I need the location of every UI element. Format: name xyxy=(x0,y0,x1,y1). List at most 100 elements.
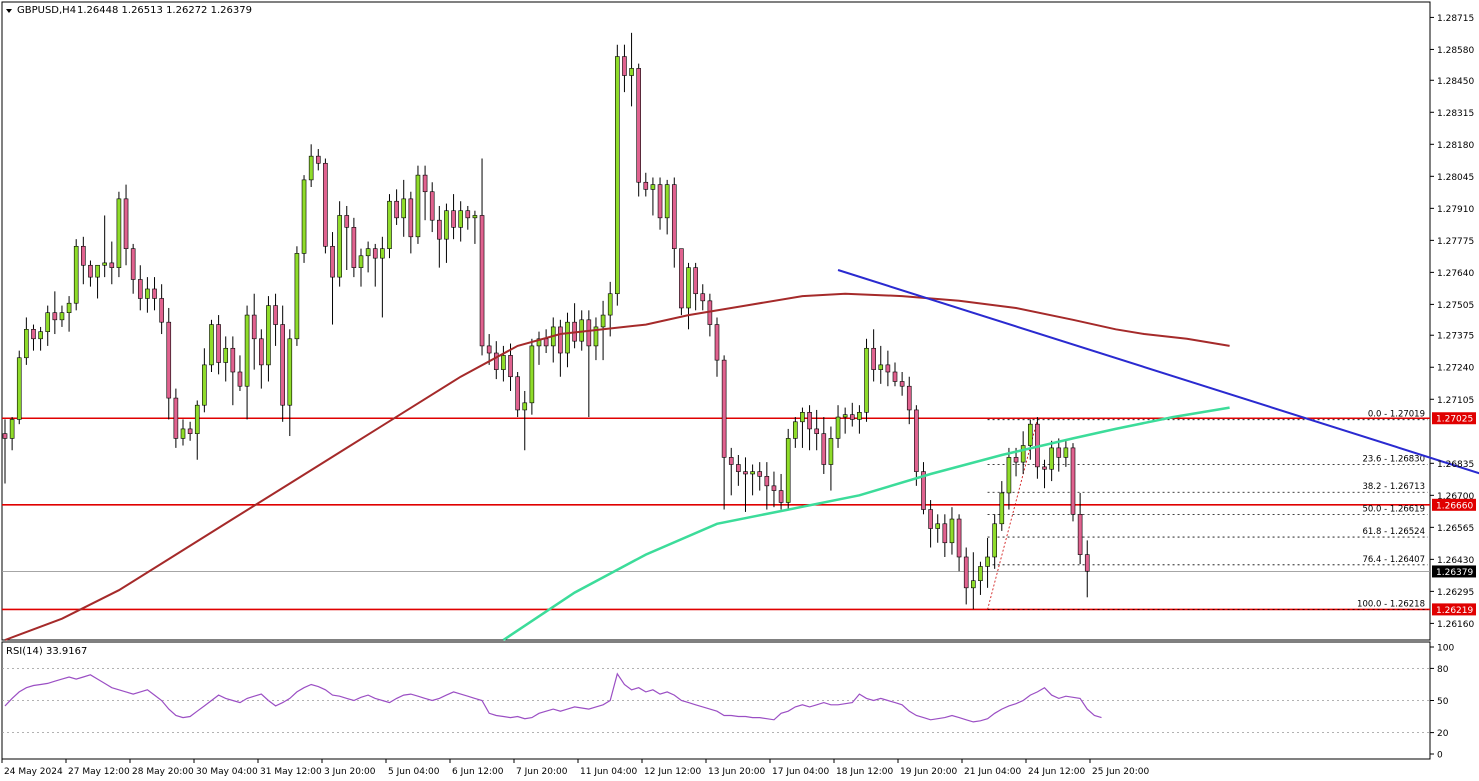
candle-body xyxy=(864,347,869,413)
candle-body xyxy=(2,433,8,439)
candle-body xyxy=(1049,447,1054,470)
time-tick-label: 18 Jun 12:00 xyxy=(836,767,893,777)
candle-body xyxy=(664,184,670,219)
candle-body xyxy=(95,264,100,278)
candle-body xyxy=(287,338,293,406)
ohlc-label: 1.26448 1.26513 1.26272 1.26379 xyxy=(77,5,252,16)
horizontal-levels xyxy=(2,417,1430,611)
price-tick-label: 1.27105 xyxy=(1437,396,1474,406)
time-tick-label: 28 May 20:00 xyxy=(132,767,194,777)
candle-body xyxy=(878,364,884,370)
price-tick-label: 1.26430 xyxy=(1437,556,1474,566)
candle-body xyxy=(465,210,471,219)
candle-body xyxy=(508,355,513,378)
rsi-tick-label: 50 xyxy=(1437,697,1449,707)
candle-body xyxy=(429,191,435,221)
price-tick-label: 1.26565 xyxy=(1437,524,1474,534)
price-tick-label: 1.27375 xyxy=(1437,332,1474,342)
candle-body xyxy=(408,198,414,238)
time-tick-label: 24 Jun 12:00 xyxy=(1028,767,1085,777)
candle-body xyxy=(949,518,955,544)
rsi-label: RSI(14) 33.9167 xyxy=(6,646,87,657)
candle-body xyxy=(451,210,456,228)
candle-body xyxy=(159,298,164,323)
candle-body xyxy=(978,566,983,582)
candle-body xyxy=(750,471,755,475)
time-tick-label: 25 Jun 20:00 xyxy=(1092,767,1149,777)
rsi-tick-label: 0 xyxy=(1437,751,1443,761)
candle-body xyxy=(415,174,421,238)
candle-body xyxy=(16,357,22,420)
rsi-gridlines xyxy=(2,668,1430,733)
candle-body xyxy=(785,438,791,503)
fib-label: 0.0 - 1.27019 xyxy=(1368,410,1425,420)
candle-body xyxy=(137,279,143,299)
candle-body xyxy=(693,267,698,295)
main-panel xyxy=(1,1,1431,641)
candle-body xyxy=(593,326,599,347)
candle-body xyxy=(166,321,172,399)
candle-body xyxy=(736,464,741,472)
candle-body xyxy=(899,381,905,387)
candle-body xyxy=(344,215,350,228)
candle-body xyxy=(24,329,29,359)
candle-body xyxy=(622,56,627,76)
candle-body xyxy=(679,248,684,309)
price-tick-label: 1.26835 xyxy=(1437,460,1474,470)
chart-menu-icon[interactable] xyxy=(6,9,12,13)
candle-body xyxy=(764,476,770,487)
candle-body xyxy=(109,262,115,268)
candle-body xyxy=(999,492,1005,525)
rsi-tick-label: 20 xyxy=(1437,729,1449,739)
time-tick-label: 5 Jun 04:00 xyxy=(388,767,440,777)
candle-body xyxy=(558,326,563,354)
candle-body xyxy=(337,215,342,278)
candlestick-series xyxy=(2,32,1090,610)
rsi-tick-label: 80 xyxy=(1437,665,1449,675)
candle-body xyxy=(757,471,763,477)
candle-body xyxy=(650,184,656,190)
price-box xyxy=(1432,498,1476,511)
price-tick-label: 1.27910 xyxy=(1437,205,1474,215)
candle-body xyxy=(301,179,307,254)
candle-body xyxy=(942,523,948,544)
time-tick-label: 19 Jun 20:00 xyxy=(900,767,957,777)
candle-body xyxy=(1070,447,1076,515)
candle-body xyxy=(814,428,819,434)
candle-body xyxy=(401,198,407,219)
candle-body xyxy=(600,314,606,328)
downtrend-line[interactable] xyxy=(837,269,1479,502)
candle-body xyxy=(643,181,649,190)
time-tick-label: 27 May 12:00 xyxy=(68,767,130,777)
price-boxes: 1.27025 1.26660 1.26379 1.26219 xyxy=(1432,412,1476,616)
candle-body xyxy=(330,245,335,278)
candle-body xyxy=(1084,554,1090,572)
candle-body xyxy=(237,371,243,387)
candle-body xyxy=(422,174,428,193)
candle-body xyxy=(152,288,157,299)
symbol-label: GBPUSD,H4 xyxy=(17,5,76,16)
candle-body xyxy=(615,56,620,295)
candle-body xyxy=(515,376,520,411)
candle-body xyxy=(914,409,919,472)
candle-body xyxy=(686,267,691,309)
candle-body xyxy=(88,264,93,278)
candle-body xyxy=(671,184,677,249)
candle-body xyxy=(45,312,51,332)
candle-body xyxy=(828,438,834,465)
candle-body xyxy=(102,262,107,266)
candle-body xyxy=(529,345,535,404)
candle-body xyxy=(963,556,969,589)
candle-body xyxy=(479,215,485,347)
rsi-panel xyxy=(1,641,1431,760)
price-box-label: 1.27025 xyxy=(1436,415,1473,425)
candle-body xyxy=(743,471,748,475)
rsi-axis: 100 80 50 20 0 xyxy=(1430,644,1454,761)
price-box xyxy=(1432,565,1476,578)
candle-body xyxy=(1020,445,1026,463)
candle-body xyxy=(985,556,990,567)
candle-body xyxy=(657,184,663,219)
price-tick-label: 1.28045 xyxy=(1437,173,1474,183)
candle-body xyxy=(116,198,122,268)
